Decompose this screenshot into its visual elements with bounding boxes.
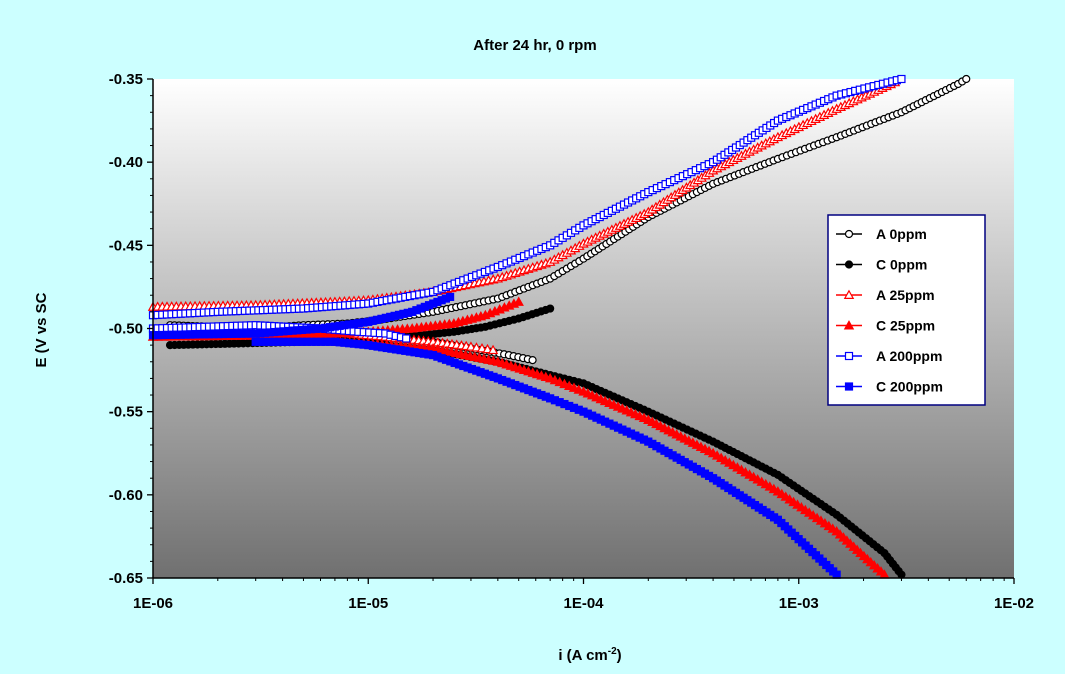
legend-label: A 0ppm (876, 226, 927, 242)
series-layer (147, 74, 971, 579)
x-tick-label: 1E-06 (133, 595, 173, 612)
y-tick-label: -0.55 (109, 404, 143, 421)
y-tick-label: -0.35 (109, 71, 143, 88)
data-point (465, 341, 477, 351)
data-point (546, 304, 555, 313)
legend-item-a-200ppm: A 200ppm (836, 348, 942, 364)
x-axis-label-main: i (A cm (558, 647, 607, 664)
x-axis-label-superscript: -2 (608, 646, 617, 657)
series-a-200ppm (148, 74, 906, 320)
legend-label: C 0ppm (876, 257, 927, 273)
legend-item-c-25ppm: C 25ppm (836, 318, 935, 334)
data-point (832, 570, 841, 579)
x-axis-label-close: ) (617, 647, 622, 664)
x-tick-label: 1E-03 (779, 595, 819, 612)
legend-marker (844, 351, 854, 361)
data-point (897, 74, 906, 84)
legend-marker (844, 229, 854, 239)
legend-box (827, 214, 986, 406)
data-point (402, 334, 411, 343)
chart-title: After 24 hr, 0 rpm (473, 37, 596, 54)
data-point (528, 356, 537, 365)
legend-marker (843, 289, 855, 299)
legend-label: C 200ppm (876, 379, 943, 395)
legend-item-a-25ppm: A 25ppm (836, 287, 935, 303)
y-tick-label: -0.50 (109, 321, 143, 338)
data-point (476, 343, 488, 353)
y-tick-label: -0.60 (109, 487, 143, 504)
x-tick-label: 1E-04 (563, 595, 604, 612)
data-point (482, 343, 493, 354)
x-tick-label: 1E-02 (994, 595, 1034, 612)
legend-marker (844, 260, 854, 269)
y-tick-label: -0.45 (109, 237, 143, 254)
legend-label: C 25ppm (876, 318, 935, 334)
y-axis-label: E (V vs SC (33, 292, 50, 367)
axis-layer: -0.35 -0.40 -0.45 -0.50 -0.55 -0.60 -0.65 1E-06… (109, 71, 1034, 612)
legend-marker (843, 320, 855, 330)
x-tick-label: 1E-05 (348, 595, 388, 612)
series-c-200ppm (251, 337, 841, 579)
data-point (471, 342, 482, 352)
series-c-200ppm (148, 292, 455, 340)
y-tick-label: -0.65 (109, 570, 143, 587)
legend-label: A 200ppm (876, 348, 942, 364)
data-point (445, 292, 455, 301)
legend-item-a-0ppm: A 0ppm (836, 226, 927, 242)
x-axis-label: i (A cm-2) (558, 646, 621, 664)
legend-marker (844, 382, 854, 391)
data-point (513, 296, 524, 306)
legend-label: A 25ppm (876, 287, 935, 303)
data-point (897, 570, 906, 579)
y-tick-label: -0.40 (109, 154, 143, 171)
legend-item-c-200ppm: C 200ppm (836, 379, 943, 395)
data-point (962, 74, 971, 84)
legend: A 0ppm C 0ppm A 25ppm C 25ppm A 200ppm C 200p… (827, 214, 986, 406)
legend-item-c-0ppm: C 0ppm (836, 257, 927, 273)
data-point (487, 344, 499, 355)
